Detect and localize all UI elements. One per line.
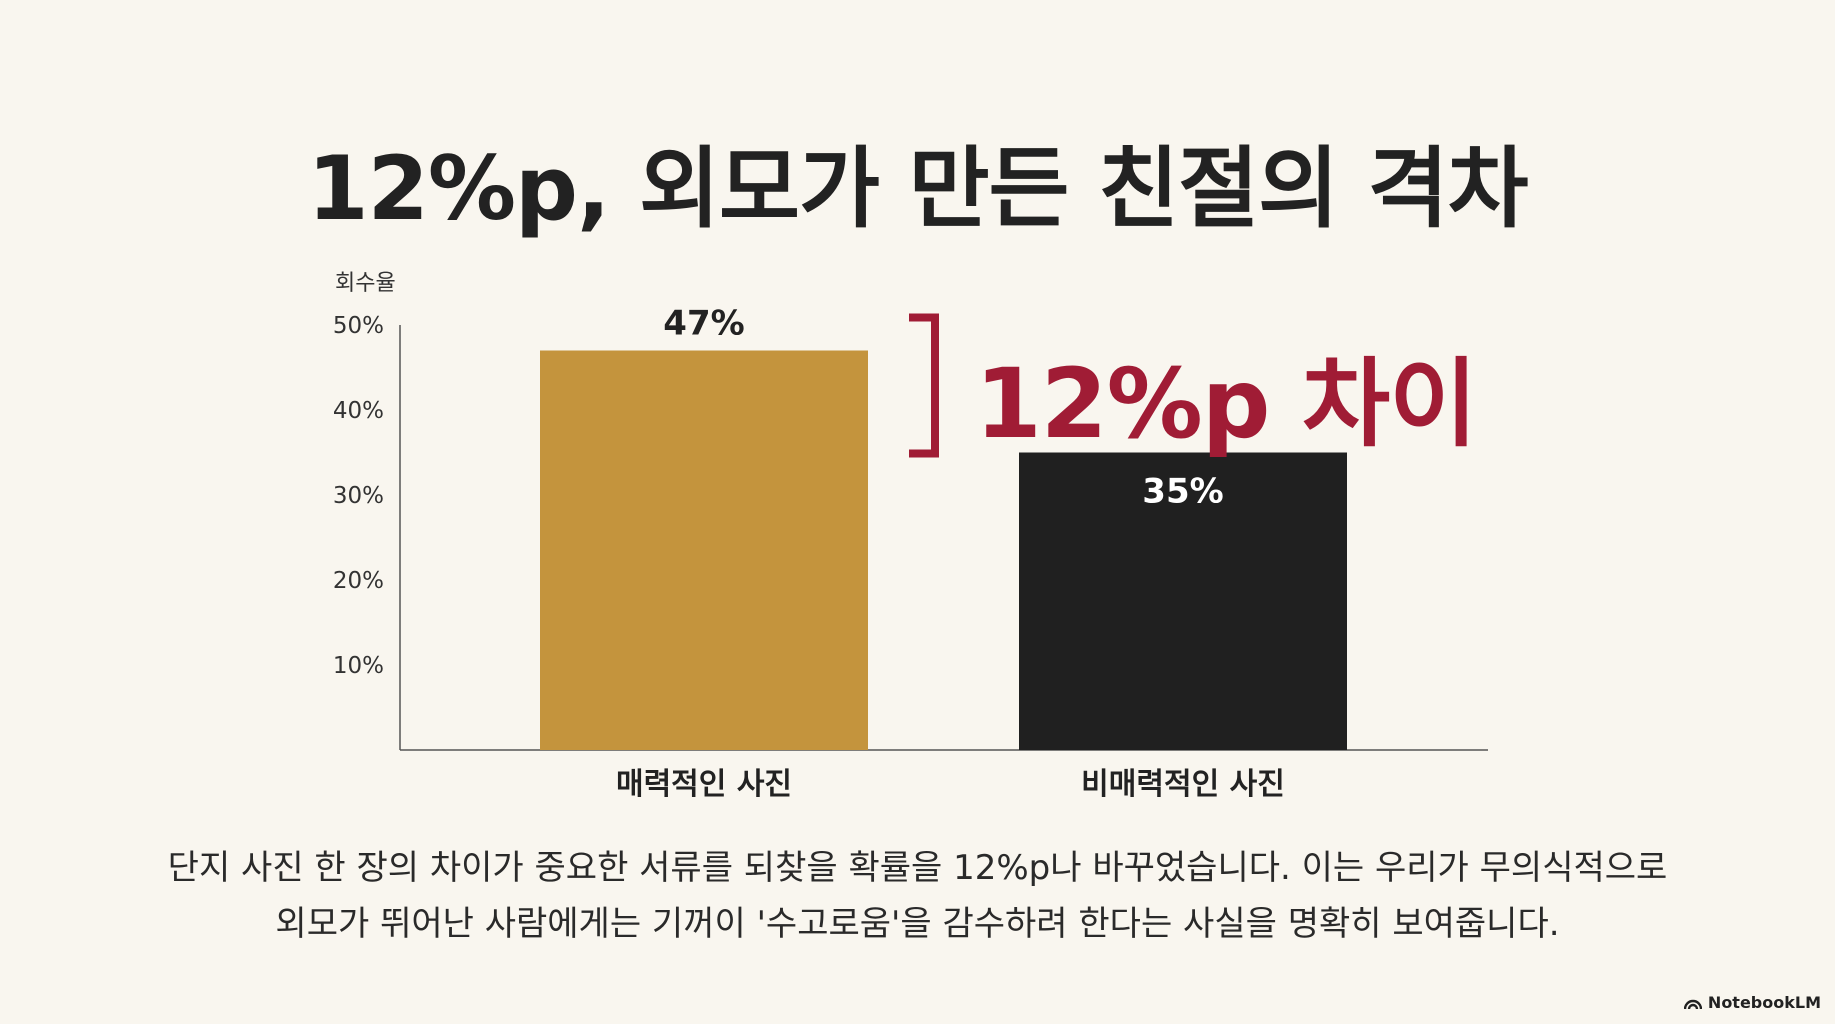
bar-value-label: 35% xyxy=(1142,472,1223,512)
difference-bracket xyxy=(909,313,939,458)
caption-line-2: 외모가 뛰어난 사람에게는 기꺼이 '수고로움'을 감수하려 한다는 사실을 명… xyxy=(275,904,1560,944)
bar-1 xyxy=(540,350,868,750)
brand-name: NotebookLM xyxy=(1707,993,1821,1012)
y-tick-label: 20% xyxy=(333,568,384,594)
y-tick-label: 10% xyxy=(333,653,384,679)
difference-annotation: 12%p 차이 xyxy=(975,348,1478,460)
bar-2 xyxy=(1019,452,1347,750)
x-category-label: 매력적인 사진 xyxy=(616,767,792,802)
notebooklm-logo-icon xyxy=(1683,996,1702,1010)
bar-value-label: 47% xyxy=(663,304,744,344)
x-category-label: 비매력적인 사진 xyxy=(1081,767,1285,802)
y-tick-label: 30% xyxy=(333,483,384,509)
caption: 단지 사진 한 장의 차이가 중요한 서류를 되찾을 확률을 12%p나 바꾸었… xyxy=(0,840,1835,952)
y-tick-label: 40% xyxy=(333,398,384,424)
y-tick-label: 50% xyxy=(333,313,384,339)
caption-line-1: 단지 사진 한 장의 차이가 중요한 서류를 되찾을 확률을 12%p나 바꾸었… xyxy=(167,848,1668,888)
y-axis-title: 회수율 xyxy=(335,271,396,296)
slide-title: 12%p, 외모가 만든 친절의 격차 xyxy=(307,137,1528,240)
brand-footer: NotebookLM xyxy=(1683,993,1821,1012)
